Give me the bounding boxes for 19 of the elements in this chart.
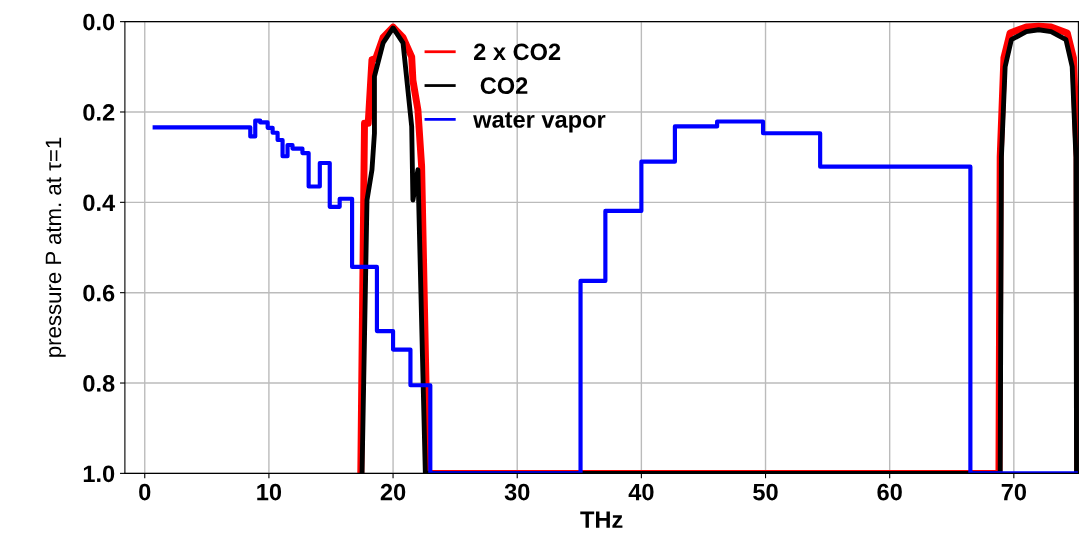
x-tick-label: 20 [380,483,406,501]
x-tick-label: 60 [877,483,902,501]
x-tick-label: 50 [753,483,778,501]
x-axis-title: THz [580,511,623,528]
x-tick-label: 0 [139,483,151,501]
y-tick-label: 0.6 [83,284,115,302]
x-tick-label: 30 [504,483,530,501]
x-tick-label: 70 [1001,483,1026,501]
y-tick-label: 1.0 [83,465,115,483]
y-tick-label: 0.2 [83,104,115,121]
legend-label: 2 x CO2 [473,43,561,61]
x-tick-label: 40 [628,483,654,501]
legend-label: water vapor [473,112,606,133]
y-tick-label: 0.8 [83,375,115,392]
legend-label: CO2 [480,77,528,95]
y-axis-title: pressure P atm. at τ=1 [45,137,66,357]
x-tick-label: 10 [257,483,282,501]
y-tick-label: 0.0 [83,13,115,31]
y-tick-label: 0.4 [83,194,116,212]
